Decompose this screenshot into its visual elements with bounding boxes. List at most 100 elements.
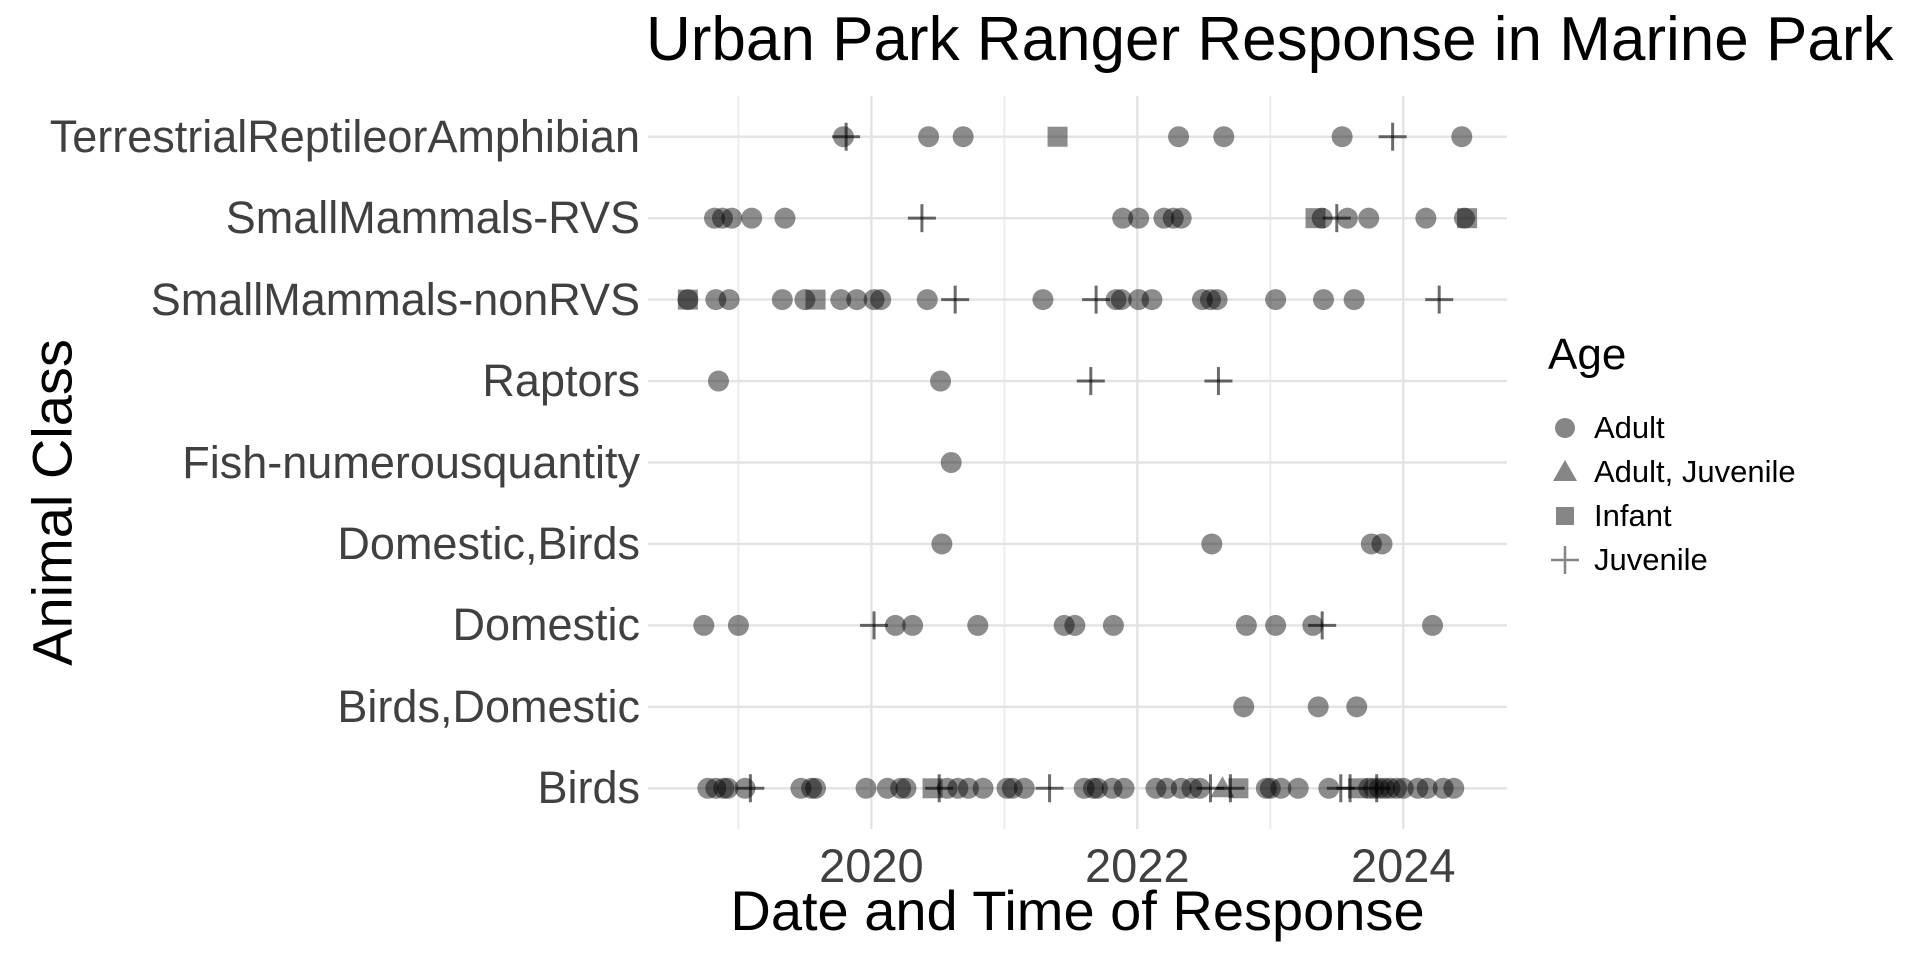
data-point-circle bbox=[1255, 777, 1277, 799]
y-axis-title: Animal Class bbox=[20, 339, 84, 666]
data-point-circle bbox=[717, 777, 739, 799]
data-point-circle bbox=[1432, 777, 1454, 799]
legend-title: Age bbox=[1548, 330, 1627, 379]
data-point-circle bbox=[771, 289, 793, 311]
data-point-circle bbox=[1265, 289, 1287, 311]
data-point-circle bbox=[790, 777, 812, 799]
data-point-square bbox=[1305, 208, 1326, 229]
data-point-circle bbox=[1073, 777, 1095, 799]
data-point-plus bbox=[736, 774, 765, 803]
data-point-circle bbox=[1128, 289, 1150, 311]
square-icon bbox=[1556, 507, 1574, 525]
data-point-circle bbox=[931, 533, 953, 555]
legend-item-label: Adult, Juvenile bbox=[1594, 454, 1796, 489]
data-point-circle bbox=[1181, 777, 1203, 799]
data-point-circle bbox=[1312, 289, 1334, 311]
data-point-circle bbox=[972, 777, 994, 799]
data-point-circle bbox=[713, 777, 735, 799]
data-point-circle bbox=[1105, 289, 1127, 311]
data-point-circle bbox=[774, 207, 796, 229]
data-point-circle bbox=[705, 777, 727, 799]
legend-item-adult-juvenile: Adult, Juvenile bbox=[1548, 450, 1796, 494]
data-point-circle bbox=[1259, 777, 1281, 799]
data-point-circle bbox=[1113, 777, 1135, 799]
data-point-plus bbox=[925, 774, 954, 803]
data-point-circle bbox=[1141, 289, 1163, 311]
data-point-circle bbox=[996, 777, 1018, 799]
data-point-circle bbox=[707, 370, 729, 392]
data-point-circle bbox=[1013, 777, 1035, 799]
data-point-circle bbox=[1110, 289, 1132, 311]
legend-item-label: Juvenile bbox=[1594, 542, 1708, 577]
data-point-circle bbox=[1235, 614, 1257, 636]
data-point-circle bbox=[916, 289, 938, 311]
y-tick-label: SmallMammals-nonRVS bbox=[150, 273, 640, 325]
legend-item-label: Adult bbox=[1594, 410, 1665, 445]
data-point-circle bbox=[1053, 614, 1075, 636]
triangle-icon bbox=[1553, 460, 1577, 481]
data-point-circle bbox=[1451, 126, 1473, 148]
data-point-circle bbox=[1213, 126, 1235, 148]
data-point-circle bbox=[1311, 207, 1333, 229]
data-point-circle bbox=[830, 289, 852, 311]
data-point-plus bbox=[907, 204, 936, 233]
data-point-circle bbox=[1086, 777, 1108, 799]
data-point-plus bbox=[1035, 774, 1064, 803]
data-point-circle bbox=[1082, 777, 1104, 799]
data-point-circle bbox=[801, 777, 823, 799]
y-tick-label: Fish-numerousquantity bbox=[182, 436, 640, 488]
x-tick-label: 2020 bbox=[819, 839, 924, 892]
y-tick-label: Raptors bbox=[482, 355, 640, 407]
data-point-plus bbox=[1362, 774, 1391, 803]
data-point-circle bbox=[1407, 777, 1429, 799]
data-point-circle bbox=[876, 777, 898, 799]
data-point-circle bbox=[855, 777, 877, 799]
data-point-circle bbox=[1001, 777, 1023, 799]
data-point-circle bbox=[1102, 614, 1124, 636]
data-point-circle bbox=[1416, 777, 1438, 799]
y-tick-label: Birds,Domestic bbox=[337, 680, 640, 732]
y-tick-label: TerrestrialReptileorAmphibian bbox=[49, 110, 640, 162]
data-point-circle bbox=[967, 614, 989, 636]
data-point-plus bbox=[1425, 285, 1454, 314]
x-axis-title: Date and Time of Response bbox=[730, 879, 1425, 942]
data-point-circle bbox=[1064, 614, 1086, 636]
data-point-square bbox=[677, 289, 698, 310]
data-point-circle bbox=[947, 777, 969, 799]
data-point-square bbox=[1047, 126, 1068, 147]
data-point-circle bbox=[1331, 126, 1353, 148]
data-point-circle bbox=[1371, 533, 1393, 555]
legend-item-infant: Infant bbox=[1548, 494, 1672, 538]
data-point-circle bbox=[1191, 289, 1213, 311]
y-tick-label: Domestic bbox=[452, 599, 640, 651]
data-point-circle bbox=[794, 289, 816, 311]
data-point-circle bbox=[1170, 777, 1192, 799]
data-point-plus bbox=[1308, 611, 1337, 640]
y-tick-label: Birds bbox=[537, 762, 640, 814]
data-point-circle bbox=[1343, 289, 1365, 311]
data-point-circle bbox=[677, 289, 699, 311]
data-point-circle bbox=[1145, 777, 1167, 799]
data-point-plus bbox=[1204, 367, 1233, 396]
data-point-circle bbox=[846, 289, 868, 311]
data-point-circle bbox=[1153, 207, 1175, 229]
plus-icon bbox=[1551, 546, 1579, 574]
data-point-circle bbox=[1156, 777, 1178, 799]
data-point-plus bbox=[1378, 122, 1407, 151]
data-point-circle bbox=[1386, 777, 1408, 799]
legend-item-label: Infant bbox=[1594, 498, 1672, 533]
x-tick-label: 2022 bbox=[1085, 839, 1190, 892]
data-point-circle bbox=[940, 452, 962, 473]
data-point-circle bbox=[1453, 207, 1475, 229]
data-point-circle bbox=[1201, 533, 1223, 555]
data-point-circle bbox=[805, 777, 827, 799]
data-point-circle bbox=[1170, 207, 1192, 229]
data-point-plus bbox=[832, 122, 861, 151]
legend: Age Adult Adult, Juvenile Infant Juvenil bbox=[1548, 330, 1796, 577]
data-point-circle bbox=[1128, 207, 1150, 229]
data-point-circle bbox=[1346, 696, 1368, 718]
data-point-circle bbox=[1168, 126, 1190, 148]
data-point-plus bbox=[1322, 204, 1351, 233]
data-point-circle bbox=[918, 126, 940, 148]
